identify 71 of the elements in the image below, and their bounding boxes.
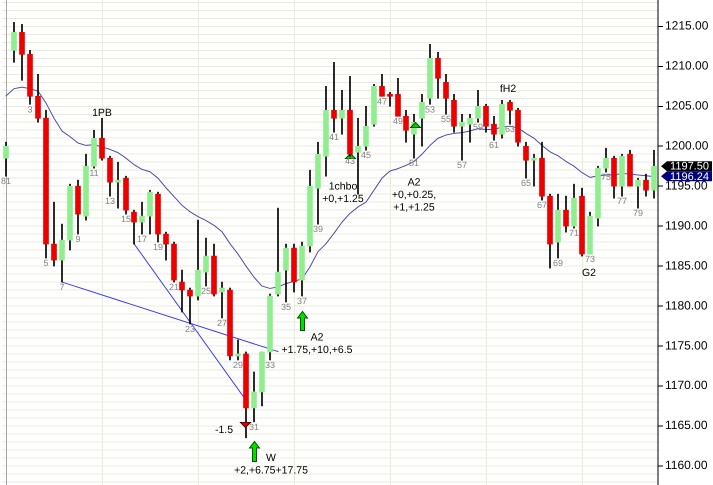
x-tick-label: 35 [280,302,292,312]
x-tick-label: 69 [552,258,564,268]
x-tick-label: 25 [200,286,212,296]
annotation: G2 [582,266,596,279]
x-tick-label: 77 [616,196,628,206]
x-tick-label: 5 [43,258,49,268]
x-tick-label: 41 [328,132,340,142]
y-tick-label: 1160.00 [665,458,708,472]
x-tick-label: 9 [75,234,81,244]
candlestick [51,202,57,266]
x-tick-label: 31 [248,422,260,432]
x-tick-label: 49 [392,116,404,126]
candlestick [467,114,473,143]
candlestick [635,178,641,208]
candlestick [459,114,465,161]
candlestick [235,340,241,360]
y-tick-label: 1205.00 [665,98,709,113]
y-tick-label: 1190.00 [665,218,708,232]
x-tick-label: 55 [440,114,452,124]
annotation: W +2,+6.75+17.75 [234,452,308,477]
y-tick-label: 1175.00 [665,338,708,352]
candlestick [331,62,337,133]
x-tick-label: 11 [89,168,99,178]
candlestick [115,162,121,208]
x-tick-label: 21 [168,282,180,292]
y-tick-label: 1180.00 [665,298,708,312]
x-tick-label: 27 [216,318,228,328]
x-tick-label: 53 [424,104,436,114]
y-tick-label: 1185.00 [665,258,708,272]
annotation: A2 +1.75,+10,+6.5 [282,332,353,356]
candlestick [339,90,345,135]
x-tick-label: 47 [376,96,388,106]
x-tick-label: 61 [488,140,500,150]
x-tick-label: 79 [632,208,644,218]
y-tick-label: 1200.00 [665,138,709,153]
x-tick-label: 23 [184,324,196,334]
annotation: 1PB [92,106,112,119]
candlestick [139,202,145,234]
x-tick-label: 45 [360,150,372,160]
annotation: -1.5 [214,424,234,436]
x-tick-label: 65 [520,178,532,188]
y-tick-label: 1170.00 [665,378,708,392]
candlestick [387,92,393,107]
x-tick-label: 67 [536,200,548,210]
x-tick-label: 33 [264,360,276,370]
candlestick [531,154,537,186]
x-tick-label: 7 [59,282,65,292]
candlestick [187,288,193,324]
y-tick-label: 1215.00 [665,18,709,33]
annotation: 1chbo +0,+1.25 [322,180,364,206]
y-tick-label: 1165.00 [665,418,708,432]
x-tick-label: 29 [232,360,244,370]
x-tick-label: 39 [312,224,324,234]
x-tick-label: 57 [456,160,468,170]
text: 1197.50 [670,160,709,173]
annotation: fH2 [500,82,516,95]
x-tick-label: 17 [136,234,148,244]
x-tick-label: 63 [504,124,516,134]
x-tick-label: 73 [584,254,596,264]
x-tick-label: 15 [120,214,132,224]
x-tick-label: 3 [27,104,33,114]
x-tick-label: 43 [344,156,356,166]
y-tick-label: 1210.00 [665,58,709,73]
x-tick-label: 71 [568,228,580,238]
x-tick-label: 13 [104,196,116,206]
candlestick [179,270,185,312]
candlestick [355,118,361,194]
annotation: A2 +0,+0.25, +1,+1.25 [392,176,436,214]
x-tick-label: 19 [152,242,164,252]
candlestick [219,282,225,318]
x-tick-label: 37 [296,296,308,306]
